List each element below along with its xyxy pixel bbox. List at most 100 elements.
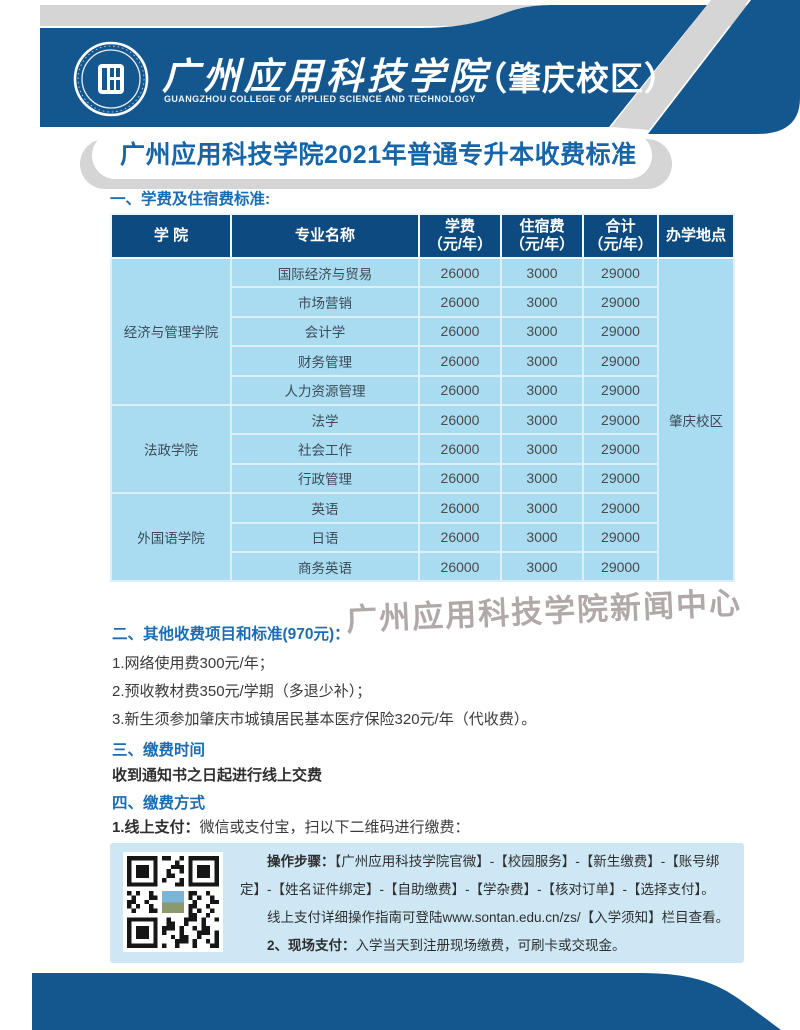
tuition-cell: 26000 (418, 550, 502, 583)
major-cell: 法学 (230, 403, 420, 436)
total-cell: 29000 (582, 315, 659, 348)
col-header-location: 办学地点 (657, 213, 735, 259)
guide-paragraph: 线上支付详细操作指南可登陆www.sontan.edu.cn/zs/【入学须知】… (267, 910, 730, 925)
fee-table: 学 院 专业名称 学费 （元/年） 住宿费 （元/年） 合计 （元/年） 办学地点 经… (110, 213, 735, 583)
gray-diagonal-stripe (611, 0, 749, 130)
corner-blue-wedge (648, 0, 800, 134)
dorm-cell: 3000 (500, 550, 584, 583)
section4-heading: 四、缴费方式 (112, 795, 206, 812)
section3-heading: 三、缴费时间 (112, 742, 206, 759)
fee-table-header: 学 院 专业名称 学费 （元/年） 住宿费 （元/年） 合计 （元/年） 办学地点 (110, 213, 735, 259)
dorm-cell: 3000 (500, 374, 584, 406)
steps-paragraph: 操作步骤：【广州应用科技学院官微】-【校园服务】-【新生缴费】-【账号绑定】-【… (240, 848, 736, 904)
major-cell: 人力资源管理 (230, 374, 420, 406)
table-row: 行政管理 26000 3000 29000 (111, 462, 734, 495)
college-cell: 法政学院 (110, 403, 232, 495)
tuition-cell: 26000 (418, 374, 502, 406)
fee-item: 1.网络使用费300元/年； (112, 655, 274, 672)
major-cell: 行政管理 (230, 462, 420, 495)
tuition-cell: 26000 (418, 492, 502, 524)
header-banner-decoration (40, 0, 800, 134)
footer-blue-band (32, 973, 781, 1030)
payment-qr-code (127, 856, 219, 948)
fee-item: 2.预收教材费350元/学期（多退少补）； (112, 683, 372, 700)
payment-steps-text: 操作步骤：【广州应用科技学院官微】-【校园服务】-【新生缴费】-【账号绑定】-【… (240, 848, 736, 960)
total-cell: 29000 (582, 256, 659, 289)
fee-item: 3.新生须参加肇庆市城镇居民基本医疗保险320元/年（代收费）。 (112, 711, 537, 728)
table-row: 社会工作 26000 3000 29000 (111, 433, 734, 465)
offline-body: 入学当天到注册现场缴费，可刷卡或交现金。 (355, 938, 626, 953)
col-header-dorm: 住宿费 （元/年） (500, 213, 584, 259)
dorm-cell: 3000 (500, 462, 584, 495)
total-cell: 29000 (582, 286, 659, 318)
table-row: 外国语学院 英语 26000 3000 29000 (110, 492, 734, 583)
school-seal-logo (73, 41, 149, 117)
total-cell: 29000 (582, 345, 659, 377)
major-cell: 国际经济与贸易 (230, 256, 420, 289)
dorm-cell: 3000 (500, 403, 584, 436)
tuition-cell: 26000 (418, 315, 502, 348)
total-cell: 29000 (582, 550, 659, 583)
table-row: 法政学院 法学 26000 3000 29000 (110, 403, 734, 495)
col-header-major: 专业名称 (230, 213, 420, 259)
banner-blue-band (40, 5, 707, 127)
dorm-cell: 3000 (500, 315, 584, 348)
tuition-cell: 26000 (418, 256, 502, 289)
page-title: 广州应用科技学院2021年普通专升本收费标准 (120, 141, 637, 169)
tuition-cell: 26000 (418, 462, 502, 495)
major-cell: 财务管理 (230, 345, 420, 377)
total-cell: 29000 (582, 403, 659, 436)
table-row: 商务英语 26000 3000 29000 (111, 550, 734, 583)
dorm-cell: 3000 (500, 433, 584, 465)
dorm-cell: 3000 (500, 492, 584, 524)
payment-instruction-box: 操作步骤：【广州应用科技学院官微】-【校园服务】-【新生缴费】-【账号绑定】-【… (110, 843, 744, 963)
dorm-cell: 3000 (500, 345, 584, 377)
total-cell: 29000 (582, 433, 659, 465)
college-cell: 外国语学院 (110, 492, 232, 583)
major-cell: 商务英语 (230, 550, 420, 583)
section2-heading: 二、其他收费项目和标准(970元)： (112, 626, 350, 643)
major-cell: 会计学 (230, 315, 420, 348)
title-band: 广州应用科技学院2021年普通专升本收费标准 (92, 132, 652, 179)
steps-label: 操作步骤： (267, 854, 335, 869)
total-cell: 29000 (582, 521, 659, 553)
offline-paragraph: 2、现场支付：入学当天到注册现场缴费，可刷卡或交现金。 (240, 932, 736, 960)
table-row: 市场营销 26000 3000 29000 (111, 286, 734, 318)
section3-body: 收到通知书之日起进行线上交费 (112, 767, 323, 784)
dorm-cell: 3000 (500, 256, 584, 289)
school-name-en: GUANGZHOU COLLEGE OF APPLIED SCIENCE AND… (164, 94, 476, 104)
col-header-total: 合计 （元/年） (582, 213, 659, 259)
total-cell: 29000 (582, 374, 659, 406)
table-row: 经济与管理学院 国际经济与贸易 26000 3000 29000 肇庆校区 (110, 256, 735, 583)
total-cell: 29000 (582, 462, 659, 495)
dorm-cell: 3000 (500, 286, 584, 318)
online-payment-line: 1.线上支付：微信或支付宝，扫以下二维码进行缴费： (112, 816, 470, 837)
tuition-cell: 26000 (418, 521, 502, 553)
major-cell: 日语 (230, 521, 420, 553)
offline-label: 2、现场支付： (267, 938, 356, 953)
tuition-cell: 26000 (418, 345, 502, 377)
table-row: 会计学 26000 3000 29000 (111, 315, 734, 348)
steps-body: 【广州应用科技学院官微】-【校园服务】-【新生缴费】-【账号绑定】-【姓名证件绑… (240, 854, 720, 897)
total-cell: 29000 (582, 492, 659, 524)
dorm-cell: 3000 (500, 521, 584, 553)
major-cell: 英语 (230, 492, 420, 524)
online-payment-text: 微信或支付宝，扫以下二维码进行缴费： (199, 819, 470, 836)
col-header-tuition: 学费 （元/年） (418, 213, 502, 259)
section1-heading: 一、学费及住宿费标准: (110, 191, 271, 208)
table-row: 人力资源管理 26000 3000 29000 (111, 374, 734, 406)
tuition-cell: 26000 (418, 403, 502, 436)
tuition-cell: 26000 (418, 433, 502, 465)
school-name-cn: 广州应用科技学院 (162, 54, 490, 98)
college-cell: 经济与管理学院 (110, 257, 232, 406)
online-payment-label: 1.线上支付： (112, 819, 200, 836)
col-header-college: 学 院 (110, 213, 232, 259)
news-center-watermark: 广州应用科技学院新闻中心 (345, 585, 743, 638)
campus-label: （肇庆校区） (474, 60, 678, 97)
major-cell: 市场营销 (230, 286, 420, 318)
table-row: 日语 26000 3000 29000 (111, 521, 734, 553)
qr-tile (123, 852, 223, 952)
table-row: 财务管理 26000 3000 29000 (111, 345, 734, 377)
major-cell: 社会工作 (230, 433, 420, 465)
